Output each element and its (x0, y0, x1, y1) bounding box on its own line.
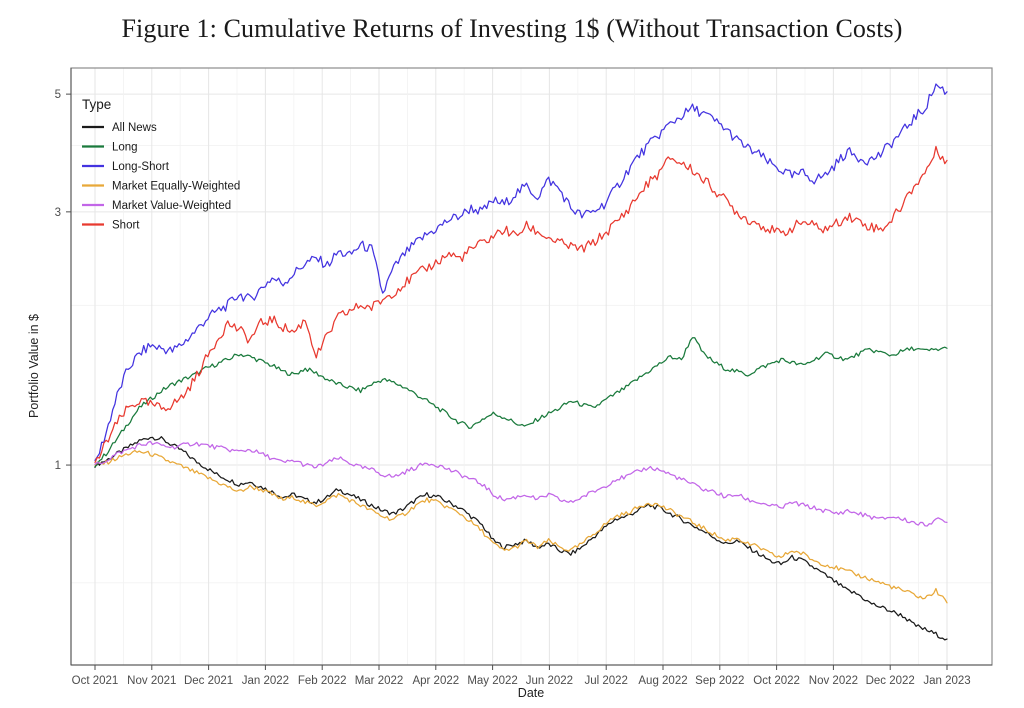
x-tick-label: Sep 2022 (695, 675, 744, 687)
y-tick-label: 5 (55, 89, 61, 101)
series-line-short (94, 145, 948, 464)
plot-background (71, 68, 992, 665)
x-tick-label: Nov 2021 (127, 675, 176, 687)
legend-label-long-short: Long-Short (112, 161, 170, 173)
y-axis: 1 3 5 (55, 68, 72, 665)
x-tick-label: Mar 2022 (355, 675, 404, 687)
x-tick-label: Oct 2021 (72, 675, 119, 687)
legend-label-market-equally-weighted: Market Equally-Weighted (112, 181, 240, 193)
y-tick-label: 3 (55, 207, 61, 219)
series-line-market-value-weighted (94, 440, 948, 527)
gridlines (71, 68, 992, 665)
legend: Type All News Long Long-Short Market Equall… (82, 97, 240, 232)
series-line-long-short (94, 83, 948, 461)
x-tick-label: Feb 2022 (298, 675, 347, 687)
series-line-long (94, 337, 948, 468)
legend-label-short: Short (112, 220, 140, 232)
legend-label-all-news: All News (112, 122, 157, 134)
legend-label-long: Long (112, 142, 138, 154)
x-tick-label: Jun 2022 (526, 675, 573, 687)
x-tick-label: Apr 2022 (412, 675, 459, 687)
series-line-market-equally-weighted (94, 449, 948, 604)
y-tick-label: 1 (55, 460, 61, 472)
x-tick-label: May 2022 (467, 675, 518, 687)
x-tick-label: Aug 2022 (638, 675, 687, 687)
y-axis-title: Portfolio Value in $ (27, 314, 41, 418)
x-tick-label: Dec 2021 (184, 675, 233, 687)
x-axis: Oct 2021 Nov 2021 Dec 2021 Jan 2022 Feb 2022… (71, 664, 992, 687)
series-lines (94, 83, 948, 641)
legend-title: Type (82, 97, 111, 112)
x-tick-label: Nov 2022 (809, 675, 858, 687)
x-tick-label: Dec 2022 (866, 675, 915, 687)
legend-label-market-value-weighted: Market Value-Weighted (112, 200, 231, 212)
x-axis-title: Date (518, 686, 544, 700)
x-tick-label: Jan 2023 (923, 675, 970, 687)
x-tick-label: Oct 2022 (753, 675, 800, 687)
x-tick-label: Jan 2022 (242, 675, 289, 687)
x-tick-label: Jul 2022 (584, 675, 627, 687)
figure-title: Figure 1: Cumulative Returns of Investin… (121, 14, 903, 43)
